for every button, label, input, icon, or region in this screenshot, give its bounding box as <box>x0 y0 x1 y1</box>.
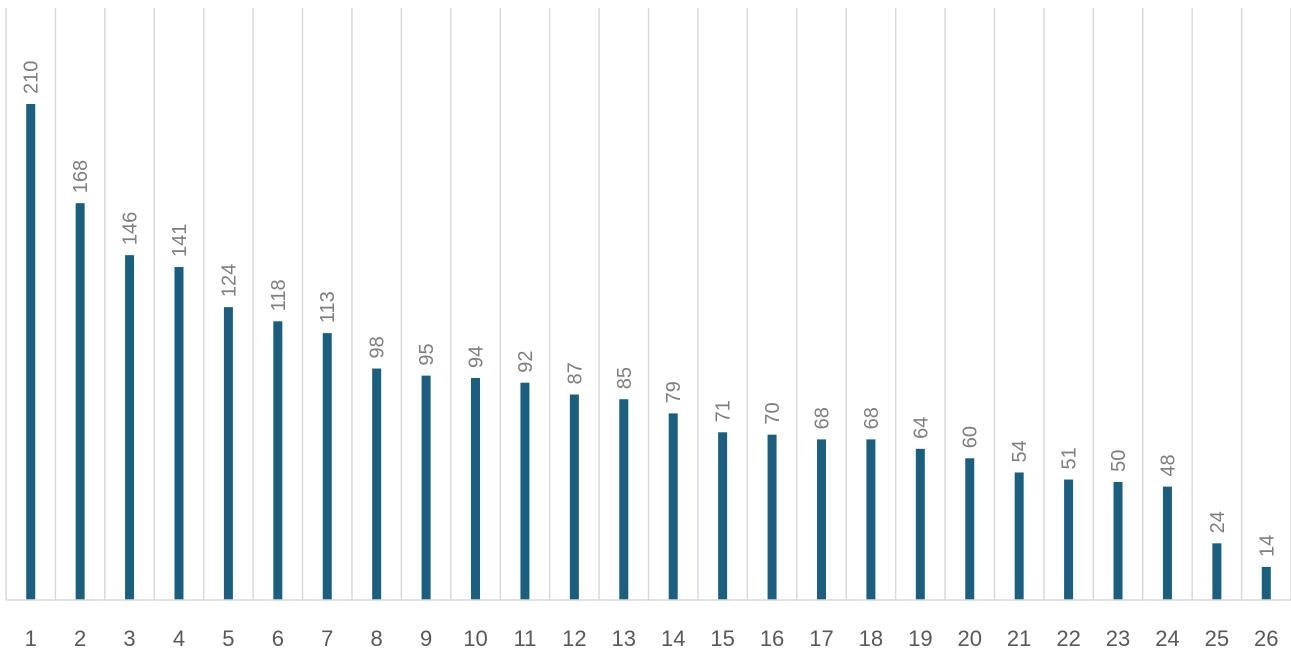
bar-10 <box>471 377 481 600</box>
data-label-6: 118 <box>268 279 290 311</box>
bar-24 <box>1162 486 1172 600</box>
tick-label-24: 24 <box>1155 626 1179 651</box>
tick-label-23: 23 <box>1106 626 1130 651</box>
data-label-7: 113 <box>317 291 339 323</box>
tick-label-13: 13 <box>612 626 636 651</box>
data-label-17: 68 <box>811 407 833 429</box>
data-label-9: 95 <box>416 343 438 365</box>
data-label-14: 79 <box>663 381 685 403</box>
tick-label-20: 20 <box>958 626 982 651</box>
tick-label-11: 11 <box>514 626 537 651</box>
bar-23 <box>1113 481 1123 600</box>
bar-22 <box>1064 479 1074 600</box>
tick-label-16: 16 <box>760 626 784 651</box>
bar-20 <box>965 458 975 600</box>
tick-label-15: 15 <box>710 626 734 651</box>
tick-label-4: 4 <box>173 626 185 651</box>
tick-label-21: 21 <box>1007 626 1031 651</box>
tick-label-18: 18 <box>859 626 883 651</box>
bars <box>26 104 1271 600</box>
x-axis-ticks: 1 2 3 4 5 6 7 8 9 10 11 12 13 14 15 16 17 18 19 20 21 22 23 24 2… <box>25 626 1279 651</box>
tick-label-12: 12 <box>562 626 586 651</box>
bar-19 <box>915 448 925 600</box>
bar-7 <box>322 333 332 600</box>
data-label-20: 60 <box>960 426 982 448</box>
data-label-21: 54 <box>1009 440 1031 462</box>
bar-9 <box>421 375 431 600</box>
bar-18 <box>866 439 876 600</box>
tick-label-17: 17 <box>809 626 833 651</box>
bar-15 <box>718 432 728 600</box>
bar-6 <box>273 321 283 600</box>
bar-17 <box>816 439 826 600</box>
data-labels: 210 168 146 141 124 118 113 98 95 94 92 87 85 79 71 70 6… <box>21 61 1279 557</box>
tick-label-10: 10 <box>463 626 487 651</box>
tick-label-2: 2 <box>74 626 86 651</box>
bar-2 <box>75 203 85 600</box>
data-label-26: 14 <box>1256 535 1278 557</box>
data-label-3: 146 <box>120 212 142 245</box>
data-label-24: 48 <box>1157 454 1179 476</box>
tick-label-8: 8 <box>371 626 383 651</box>
data-label-10: 94 <box>466 346 488 368</box>
bar-4 <box>174 266 184 600</box>
data-label-16: 70 <box>762 402 784 424</box>
tick-label-7: 7 <box>321 626 333 651</box>
tick-label-3: 3 <box>123 626 135 651</box>
gridlines <box>5 8 1291 600</box>
tick-label-19: 19 <box>908 626 932 651</box>
data-label-23: 50 <box>1108 450 1130 472</box>
tick-label-6: 6 <box>272 626 284 651</box>
bar-25 <box>1212 543 1222 600</box>
tick-label-9: 9 <box>420 626 432 651</box>
tick-label-25: 25 <box>1205 626 1229 651</box>
data-label-4: 141 <box>169 224 191 257</box>
data-label-22: 51 <box>1059 447 1081 469</box>
data-label-18: 68 <box>861 407 883 429</box>
bar-16 <box>767 434 777 600</box>
bar-14 <box>668 413 678 600</box>
bar-13 <box>619 399 629 600</box>
tick-label-1: 1 <box>25 626 37 651</box>
data-label-2: 168 <box>70 160 92 193</box>
tick-label-5: 5 <box>222 626 234 651</box>
data-label-12: 87 <box>564 362 586 384</box>
data-label-1: 210 <box>21 61 43 94</box>
bar-8 <box>372 368 382 600</box>
data-label-25: 24 <box>1207 511 1229 533</box>
bar-3 <box>125 255 135 600</box>
data-label-15: 71 <box>713 400 735 422</box>
bar-12 <box>569 394 579 600</box>
tick-label-26: 26 <box>1254 626 1278 651</box>
data-label-19: 64 <box>910 417 932 439</box>
bar-21 <box>1014 472 1024 600</box>
bar-5 <box>223 307 233 600</box>
bar-1 <box>26 104 36 600</box>
bar-11 <box>520 382 530 600</box>
data-label-5: 124 <box>218 264 240 297</box>
bar-26 <box>1261 566 1271 600</box>
tick-label-14: 14 <box>661 626 685 651</box>
data-label-11: 92 <box>515 350 537 372</box>
data-label-8: 98 <box>367 336 389 358</box>
data-label-13: 85 <box>614 367 636 389</box>
tick-label-22: 22 <box>1056 626 1080 651</box>
